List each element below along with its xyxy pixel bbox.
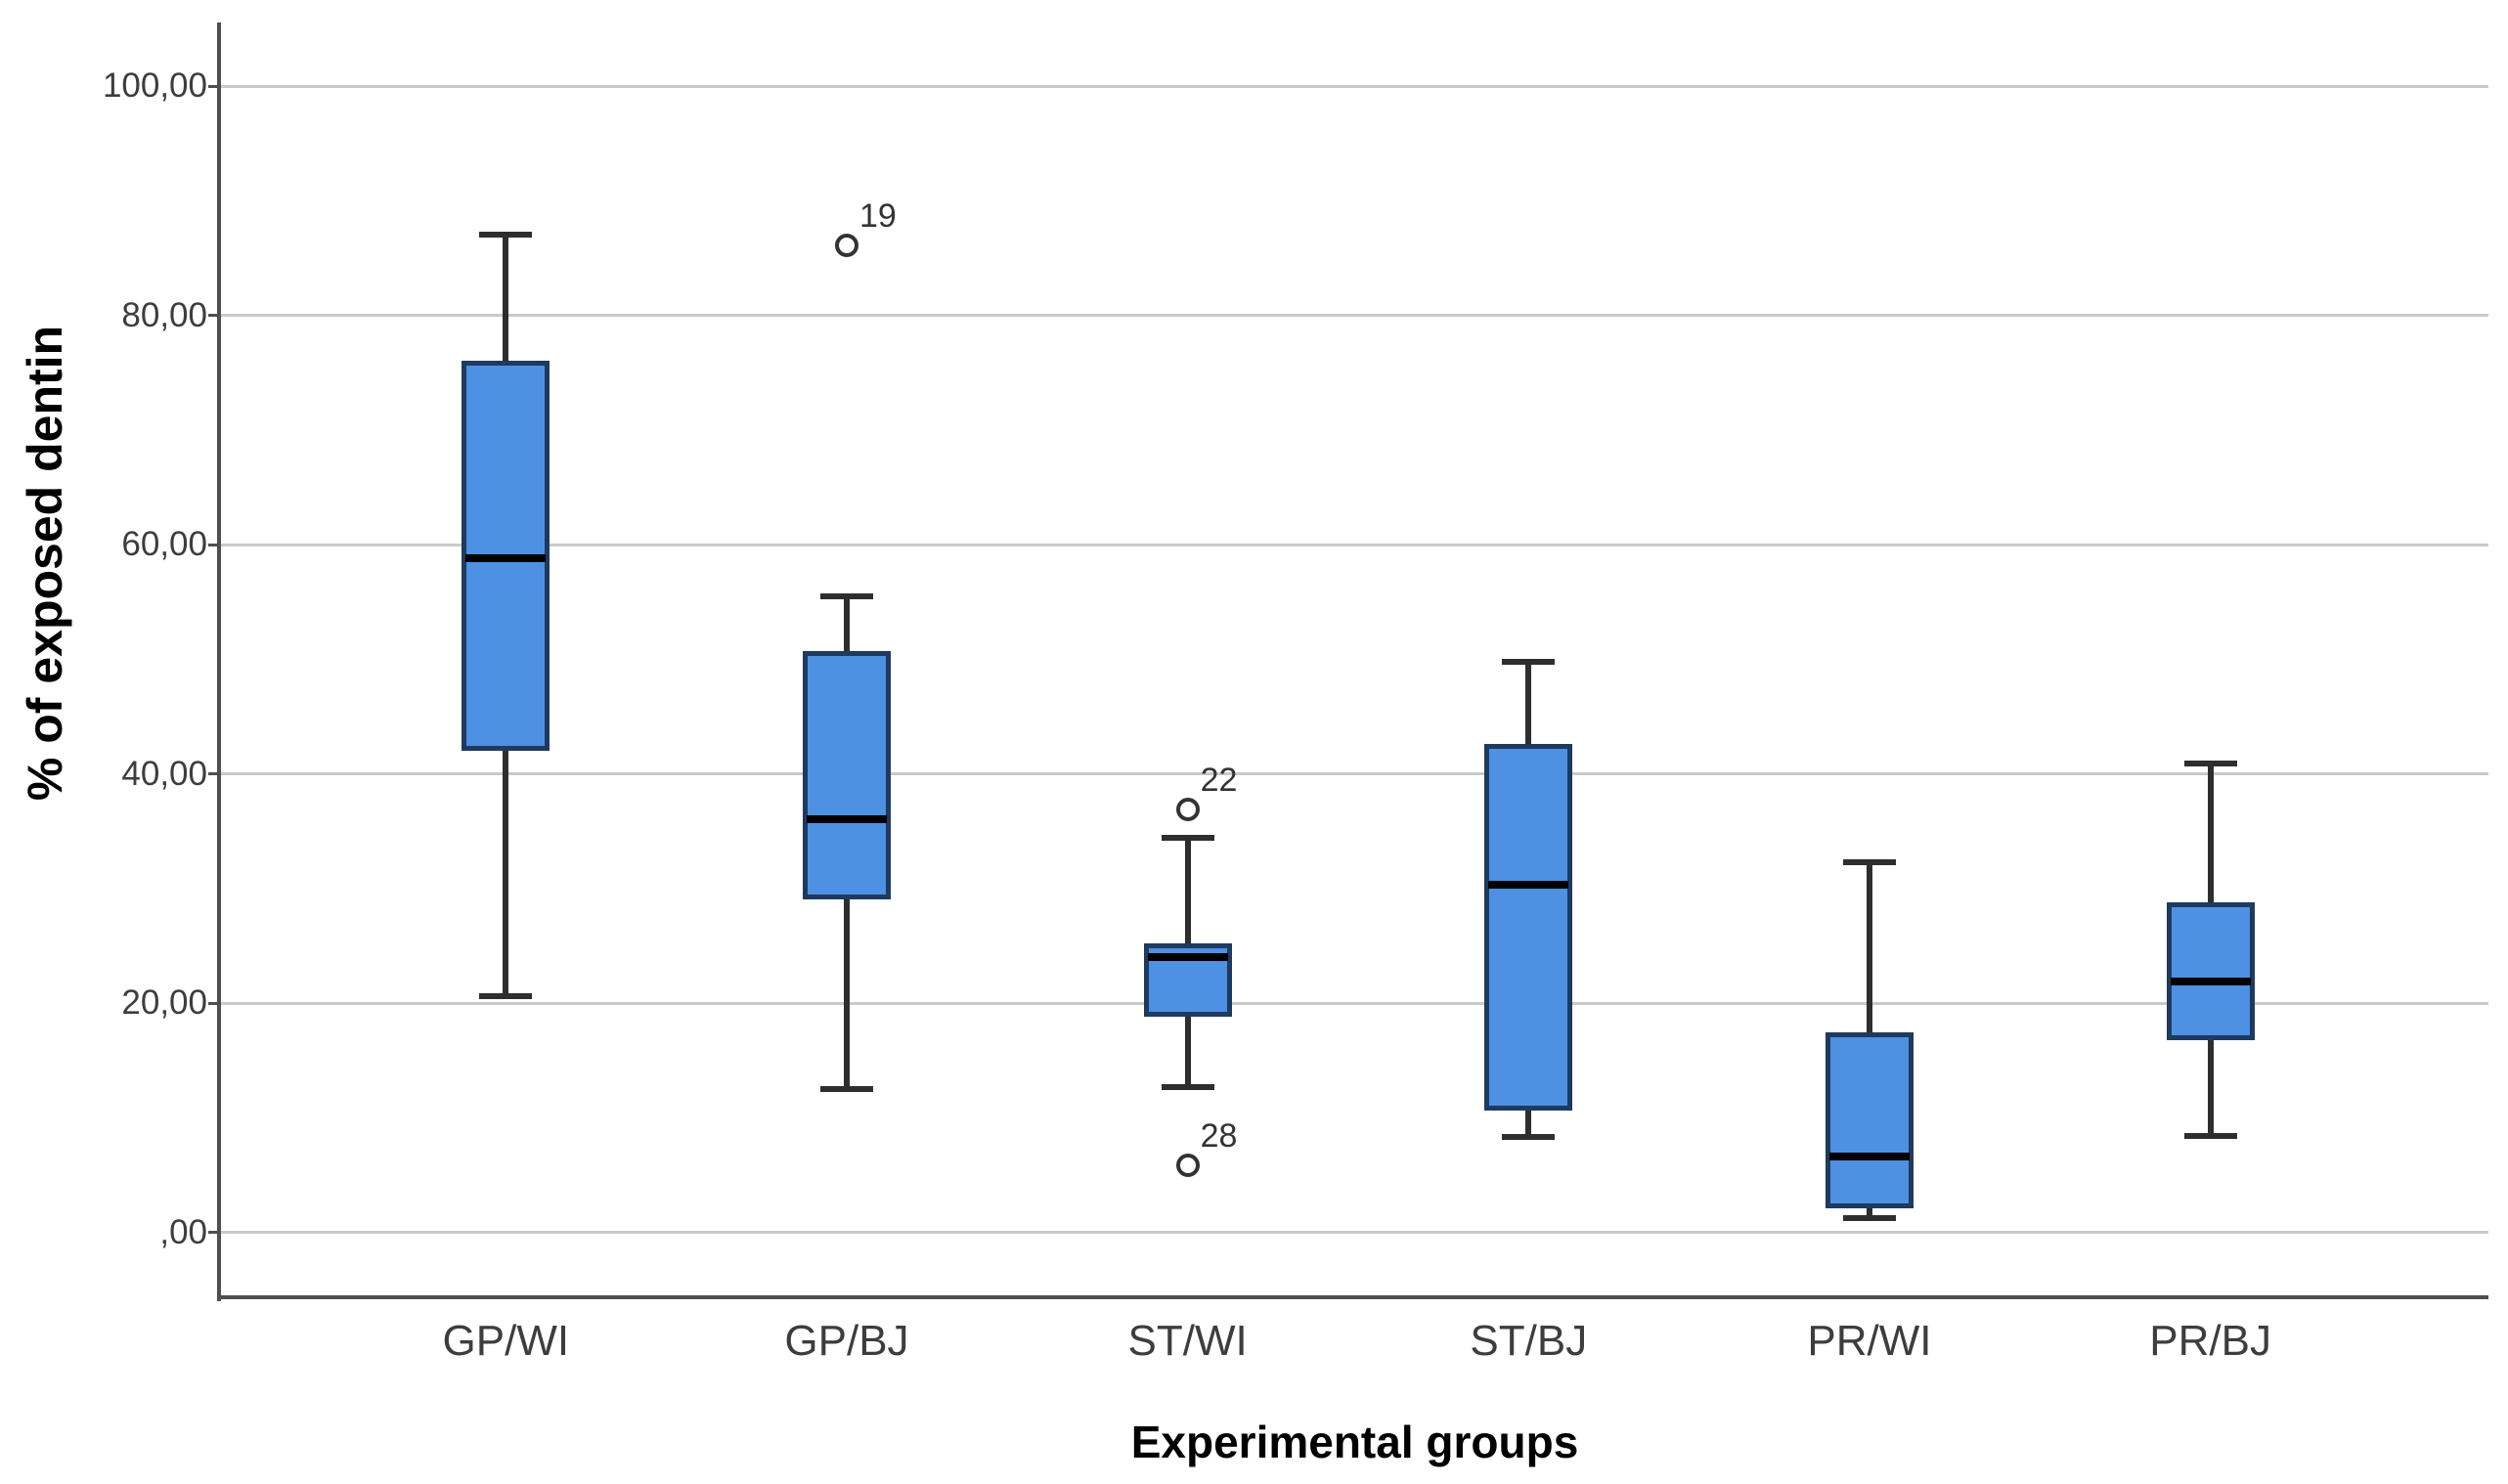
whisker-lower <box>843 899 850 1089</box>
whisker-lower <box>2207 1039 2214 1136</box>
y-axis-line <box>217 22 221 1301</box>
whisker-lower <box>1866 1207 1872 1219</box>
y-tick <box>208 772 221 775</box>
whisker-upper <box>1866 861 1872 1033</box>
y-tick-label: 20,00 <box>121 983 207 1022</box>
y-tick-label: 60,00 <box>121 525 207 563</box>
median-line <box>1147 953 1228 962</box>
outlier-label: 22 <box>1200 761 1238 799</box>
y-tick <box>208 314 221 317</box>
outlier-label: 19 <box>858 196 897 235</box>
y-tick-label: 80,00 <box>121 295 207 334</box>
whisker-upper <box>2207 763 2214 902</box>
whisker-upper <box>843 595 850 652</box>
whisker-cap-lower <box>819 1085 873 1092</box>
whisker-cap-lower <box>2183 1133 2237 1139</box>
gridline <box>221 1001 2488 1005</box>
whisker-cap-upper <box>1842 858 1896 865</box>
x-category-label: ST/WI <box>1127 1317 1248 1365</box>
x-category-label: GP/WI <box>442 1317 570 1365</box>
y-tick <box>208 1001 221 1005</box>
x-category-label: ST/BJ <box>1470 1317 1588 1365</box>
whisker-cap-lower <box>479 992 533 999</box>
whisker-cap-upper <box>479 232 533 239</box>
x-category-label: GP/BJ <box>784 1317 909 1365</box>
y-tick-label: ,00 <box>159 1212 207 1251</box>
median-line <box>1488 881 1569 890</box>
box <box>2166 901 2255 1040</box>
median-line <box>806 815 887 824</box>
y-tick <box>208 84 221 88</box>
whisker-cap-upper <box>2183 760 2237 766</box>
outlier-circle <box>1175 1154 1200 1178</box>
x-axis-title: Experimental groups <box>1130 1417 1579 1467</box>
gridline <box>221 1231 2488 1234</box>
y-tick-label: 100,00 <box>102 66 207 105</box>
box <box>1484 744 1573 1112</box>
whisker-upper <box>1525 661 1532 744</box>
whisker-cap-upper <box>1161 835 1214 842</box>
whisker-cap-lower <box>1842 1215 1896 1222</box>
x-axis-line <box>217 1295 2488 1299</box>
outlier-circle <box>834 233 858 257</box>
outlier-circle <box>1175 797 1200 821</box>
whisker-cap-upper <box>1502 658 1556 665</box>
outlier-label: 28 <box>1200 1117 1238 1156</box>
median-line <box>1828 1153 1910 1161</box>
gridline <box>221 543 2488 546</box>
whisker-lower <box>1184 1017 1191 1087</box>
y-tick <box>208 1231 221 1234</box>
y-tick <box>208 543 221 546</box>
whisker-upper <box>503 235 509 362</box>
whisker-cap-lower <box>1502 1134 1556 1141</box>
box <box>1825 1032 1914 1208</box>
median-line <box>465 554 547 563</box>
gridline <box>221 772 2488 775</box>
x-category-label: PR/BJ <box>2149 1317 2271 1365</box>
box <box>802 651 891 900</box>
gridline <box>221 84 2488 88</box>
whisker-lower <box>1525 1111 1532 1138</box>
whisker-upper <box>1184 838 1191 944</box>
gridline <box>221 314 2488 317</box>
whisker-lower <box>503 751 509 996</box>
y-tick-label: 40,00 <box>121 754 207 793</box>
whisker-cap-lower <box>1161 1083 1214 1090</box>
median-line <box>2170 977 2251 985</box>
x-category-label: PR/WI <box>1807 1317 1932 1365</box>
whisker-cap-upper <box>819 592 873 599</box>
